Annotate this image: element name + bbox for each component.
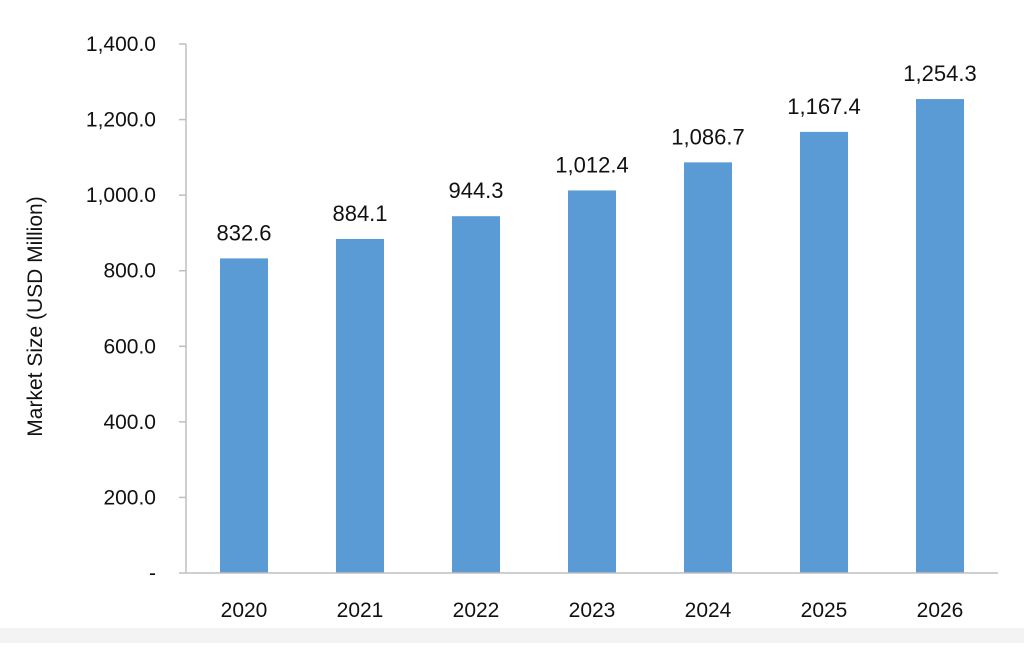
data-label-2021: 884.1: [332, 201, 387, 226]
bar-2020: [220, 258, 268, 573]
data-label-2023: 1,012.4: [555, 152, 628, 177]
data-label-2020: 832.6: [216, 220, 271, 245]
data-label-2025: 1,167.4: [787, 94, 860, 119]
y-tick-label: 200.0: [103, 486, 156, 509]
bottom-band: [0, 628, 1024, 643]
data-label-2024: 1,086.7: [671, 124, 744, 149]
x-ticks-layer: 2020 2021 2022 2023 2024 2025 2026: [221, 599, 964, 622]
bar-2025: [800, 131, 848, 573]
y-tick-label: 1,400.0: [86, 33, 156, 56]
x-tick-label: 2024: [685, 599, 732, 622]
y-tick-label: -: [149, 562, 156, 585]
x-tick-label: 2026: [917, 599, 964, 622]
bar-2023: [568, 190, 616, 573]
bar-2022: [452, 216, 500, 573]
y-axis-title: Market Size (USD Million): [24, 196, 47, 436]
y-ticks-layer: - 200.0 400.0 600.0 800.0 1,000.0 1,200.0 1,400…: [86, 33, 186, 585]
y-tick-label: 1,200.0: [86, 109, 156, 132]
x-tick-label: 2023: [569, 599, 616, 622]
bar-2026: [916, 99, 964, 574]
bar-2024: [684, 162, 732, 574]
data-label-2026: 1,254.3: [903, 61, 976, 86]
x-tick-label: 2021: [337, 599, 384, 622]
y-tick-label: 800.0: [103, 260, 156, 283]
y-tick-label: 400.0: [103, 411, 156, 434]
y-tick-label: 600.0: [103, 335, 156, 358]
x-tick-label: 2025: [801, 599, 848, 622]
bars-layer: [220, 99, 964, 574]
x-tick-label: 2022: [453, 599, 500, 622]
data-labels-layer: 832.6 884.1 944.3 1,012.4 1,086.7 1,167.4 1,25…: [216, 61, 976, 245]
axes-layer: [185, 44, 998, 574]
y-tick-label: 1,000.0: [86, 184, 156, 207]
data-label-2022: 944.3: [448, 178, 503, 203]
x-tick-label: 2020: [221, 599, 268, 622]
bar-2021: [336, 238, 384, 573]
